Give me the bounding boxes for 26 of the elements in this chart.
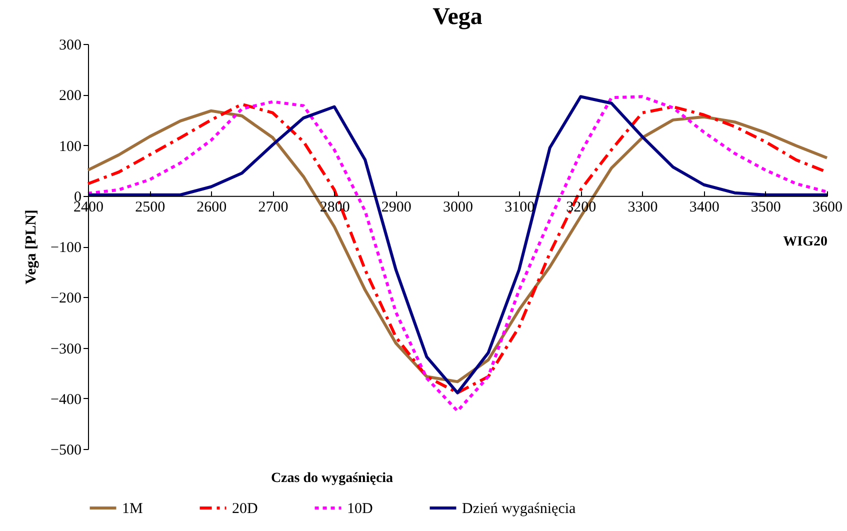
y-tick-label: 200 [59, 88, 82, 104]
x-tick-label: 2700 [258, 199, 288, 216]
y-tick-label: 300 [59, 38, 82, 54]
y-tick-label: −500 [50, 442, 82, 458]
legend-title: Czas do wygaśnięcia [270, 471, 394, 486]
legend-label: 20D [232, 501, 258, 517]
legend-label: 1M [122, 501, 143, 517]
x-tick-label: 3100 [504, 199, 535, 216]
x-tick-label: 3400 [689, 199, 720, 216]
x-tick-label: 3000 [443, 199, 473, 216]
y-tick-label: −100 [50, 240, 82, 256]
y-tick-label: 100 [59, 138, 82, 155]
x-tick-label: 2600 [196, 199, 227, 216]
x-tick-label: 3600 [812, 199, 842, 216]
legend-label: Dzień wygaśnięcia [462, 501, 576, 517]
x-tick-label: 2900 [381, 199, 412, 216]
y-tick-label: −300 [50, 341, 82, 358]
x-tick-label: 3300 [628, 199, 658, 216]
legend-label: 10D [347, 501, 373, 517]
x-tick-label: 3500 [750, 199, 781, 216]
chart-title: Vega [432, 4, 482, 30]
y-tick-label: −200 [50, 290, 82, 307]
x-tick-label: 2500 [135, 199, 166, 216]
y-axis-title: Vega [PLN] [24, 210, 40, 284]
x-axis-title: WIG20 [783, 234, 828, 250]
y-tick-label: −400 [50, 392, 82, 408]
